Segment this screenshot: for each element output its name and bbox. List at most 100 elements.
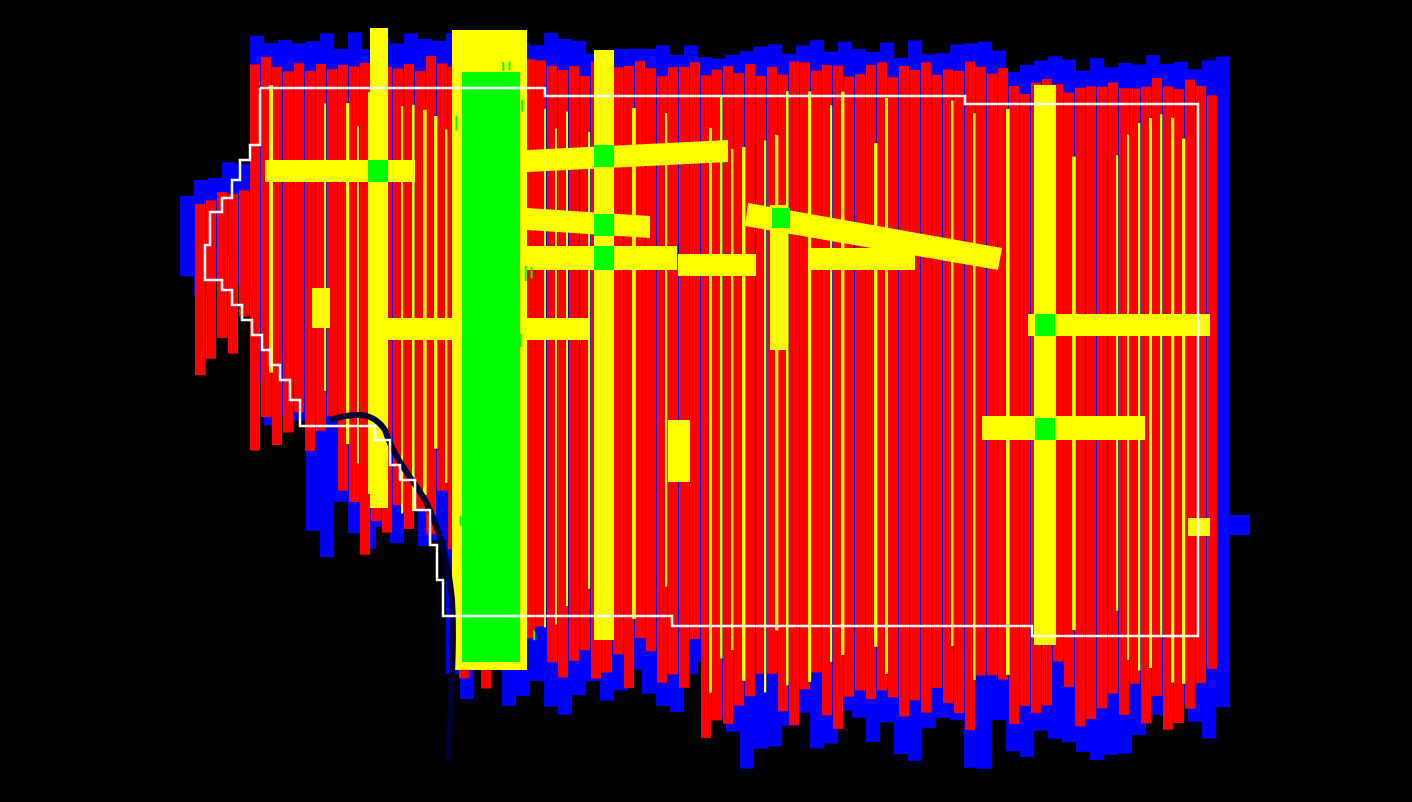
yellow-flightline — [594, 50, 614, 640]
yellow-crossline — [265, 160, 415, 182]
red-strip — [679, 67, 689, 688]
red-strip — [833, 65, 843, 729]
yellow-crossline — [982, 416, 1145, 440]
red-strip — [954, 70, 964, 714]
yellow-seam — [1149, 118, 1152, 668]
green-fleck — [470, 517, 473, 534]
green-fleck — [521, 99, 524, 112]
red-strip — [712, 69, 722, 721]
red-strip — [1130, 88, 1140, 684]
red-strip — [360, 62, 370, 555]
red-strip — [1174, 89, 1184, 724]
red-strip — [316, 63, 326, 431]
yellow-seam — [786, 91, 789, 686]
yellow-seam — [555, 128, 558, 625]
yellow-crossline — [527, 140, 728, 172]
red-strip — [668, 67, 678, 675]
green-fleck — [478, 131, 481, 140]
yellow-seam — [1138, 123, 1141, 671]
red-strip — [1108, 82, 1118, 694]
green-fleck — [467, 137, 470, 155]
red-strip — [998, 68, 1008, 680]
red-strip — [624, 65, 634, 689]
red-strip — [789, 61, 799, 726]
red-strip — [756, 75, 766, 674]
yellow-seam — [1171, 117, 1175, 683]
yellow-seam — [324, 103, 327, 391]
green-fleck — [509, 115, 512, 132]
red-strip — [877, 62, 887, 691]
blue-strip — [180, 195, 194, 277]
green-overlap-layer — [368, 61, 1055, 662]
red-strip — [415, 70, 425, 510]
yellow-seam — [951, 100, 954, 647]
green-fleck — [464, 429, 467, 445]
red-strip — [767, 66, 777, 674]
yellow-seam — [632, 108, 636, 620]
red-strip — [536, 60, 546, 627]
red-strip — [921, 62, 931, 713]
yellow-seam — [1160, 114, 1163, 636]
green-fleck — [501, 496, 504, 515]
yellow-crossline — [527, 208, 650, 238]
green-overlap — [462, 72, 520, 662]
red-strip — [811, 70, 821, 673]
green-overlap — [594, 246, 614, 270]
red-strip — [327, 69, 337, 416]
yellow-seam — [269, 85, 273, 373]
yellow-seam — [412, 104, 415, 511]
red-strip — [1075, 87, 1085, 727]
yellow-crossline — [810, 248, 915, 270]
red-strip — [580, 76, 590, 651]
red-strip — [250, 64, 260, 451]
yellow-seam — [445, 129, 448, 483]
yellow-seam — [423, 109, 427, 496]
yellow-seam — [808, 91, 812, 682]
yellow-flightline — [370, 28, 388, 508]
red-strip — [261, 57, 271, 418]
red-strip — [745, 64, 755, 697]
red-strip — [404, 64, 414, 529]
green-fleck — [489, 582, 492, 597]
red-strip — [734, 73, 744, 706]
red-strip — [1185, 79, 1195, 709]
red-strip — [393, 68, 403, 506]
red-strip — [294, 63, 304, 413]
green-fleck — [507, 566, 510, 576]
red-strip — [855, 74, 865, 691]
red-strip — [844, 76, 854, 697]
yellow-seam — [1072, 156, 1076, 630]
yellow-seam — [1127, 134, 1130, 660]
red-strip — [888, 77, 898, 698]
red-strip — [349, 66, 359, 502]
green-overlap — [368, 160, 388, 182]
red-strip — [987, 73, 997, 676]
green-fleck — [524, 265, 527, 281]
yellow-seam — [885, 97, 889, 674]
green-fleck — [512, 290, 515, 309]
red-strip — [932, 74, 942, 688]
green-fleck — [471, 523, 474, 532]
green-fleck — [469, 290, 472, 301]
red-strip — [778, 74, 788, 712]
yellow-seam — [874, 142, 878, 647]
red-strip — [1064, 92, 1074, 688]
yellow-seam — [544, 108, 547, 628]
yellow-flightline — [770, 205, 788, 350]
yellow-seam — [434, 115, 438, 449]
green-fleck — [533, 630, 536, 641]
red-strip — [437, 63, 447, 491]
red-strip — [635, 61, 645, 639]
yellow-crossline — [1028, 314, 1210, 336]
green-overlap — [772, 208, 790, 228]
red-strip — [305, 70, 315, 451]
green-fleck — [459, 515, 462, 526]
green-overlap — [594, 145, 614, 167]
green-fleck — [464, 395, 467, 411]
red-strip — [976, 66, 986, 676]
red-strip — [239, 190, 249, 317]
yellow-seam — [709, 127, 712, 693]
green-fleck — [466, 624, 469, 632]
red-strip — [217, 192, 227, 338]
red-strip — [943, 69, 953, 704]
